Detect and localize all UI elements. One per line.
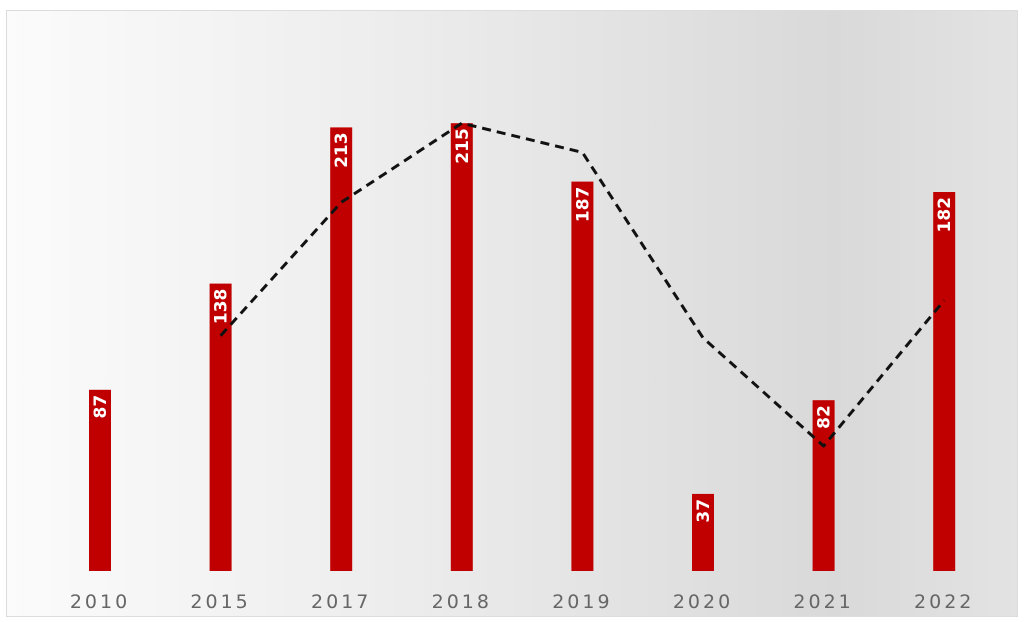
- bar-value-label-2015: 138: [212, 289, 232, 325]
- bar-value-label-2017: 213: [332, 132, 352, 168]
- bar-value-label-2019: 187: [573, 187, 593, 223]
- bar-2018: [450, 123, 473, 571]
- x-tick-label-2021: 2021: [793, 591, 853, 613]
- x-tick-label-2018: 2018: [432, 591, 492, 613]
- trend-line-layer: [219, 121, 946, 448]
- x-tick-label-2019: 2019: [552, 591, 612, 613]
- bar-2020: [692, 493, 714, 571]
- x-tick-label-2022: 2022: [914, 591, 974, 613]
- bar-value-label-2021: 82: [815, 405, 835, 429]
- bar-2015: [209, 283, 232, 571]
- bar-2022: [933, 192, 956, 571]
- trend-line: [219, 121, 946, 448]
- bar-2019: [571, 181, 594, 571]
- bar-value-label-2020: 37: [694, 499, 714, 523]
- x-axis: 2010 2015 2017 2018 2019 2020 2021 2022: [70, 591, 974, 613]
- bar-value-label-2010: 87: [91, 395, 111, 419]
- chart-panel: 87 138 213 215 187 37 82 182 2010 2015 2017 2018 20…: [6, 10, 1018, 617]
- bars-layer: [89, 123, 956, 572]
- bar-labels-layer: 87 138 213 215 187 37 82 182: [91, 128, 955, 522]
- bar-2010: [89, 389, 111, 571]
- x-tick-label-2010: 2010: [70, 591, 130, 613]
- x-tick-label-2017: 2017: [311, 591, 371, 613]
- x-tick-label-2015: 2015: [190, 591, 250, 613]
- bar-2017: [330, 127, 353, 572]
- x-tick-label-2020: 2020: [673, 591, 733, 613]
- bar-value-label-2022: 182: [935, 197, 955, 233]
- bar-value-label-2018: 215: [453, 128, 473, 164]
